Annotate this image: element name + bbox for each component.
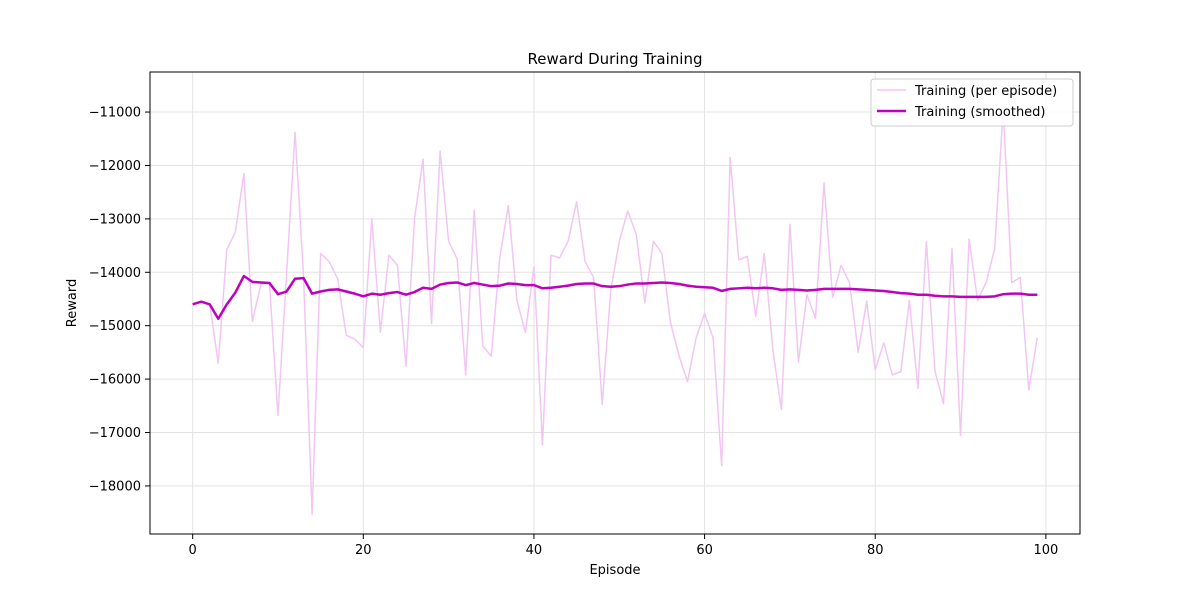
x-tick-label: 40	[526, 543, 543, 558]
x-tick-label: 100	[1033, 543, 1058, 558]
y-tick-label: −18000	[89, 479, 141, 494]
x-tick-label: 0	[189, 543, 197, 558]
x-tick-label: 80	[867, 543, 884, 558]
chart-title: Reward During Training	[527, 50, 702, 68]
legend: Training (per episode) Training (smoothe…	[870, 78, 1074, 127]
legend-box	[870, 78, 1074, 127]
x-tick-label: 60	[696, 543, 713, 558]
y-tick-label: −15000	[89, 319, 141, 334]
x-axis-label: Episode	[589, 563, 640, 578]
series-line-per-episode	[192, 107, 1039, 515]
plot-frame	[149, 71, 1081, 535]
y-tick-label: −16000	[89, 373, 141, 388]
legend-label-per-episode: Training (per episode)	[914, 84, 1057, 99]
series-layer	[192, 107, 1039, 515]
y-axis-label: Reward	[65, 279, 80, 327]
x-tick-label: 20	[355, 543, 372, 558]
y-tick-label: −11000	[89, 106, 141, 121]
y-tick-label: −14000	[89, 266, 141, 281]
y-tick-label: −12000	[89, 159, 141, 174]
y-tick-label: −17000	[89, 426, 141, 441]
legend-label-smoothed: Training (smoothed)	[914, 105, 1046, 120]
series-line-smoothed	[192, 274, 1038, 321]
x-axis-ticks: 0 20 40 60 80 100	[189, 534, 1058, 558]
y-tick-label: −13000	[89, 212, 141, 227]
y-axis-ticks: −18000 −17000 −16000 −15000 −14000 −13000 −120…	[89, 106, 150, 494]
